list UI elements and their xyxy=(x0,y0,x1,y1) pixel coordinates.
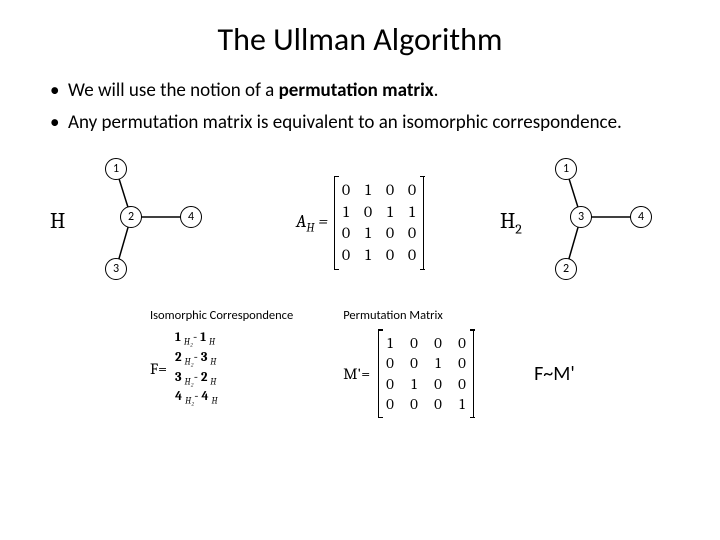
iso-line: 3 H₂- 2 H xyxy=(175,369,218,389)
graph-node: 1 xyxy=(105,158,127,180)
bullet-dot: • xyxy=(50,109,68,137)
graph-node: 3 xyxy=(105,258,127,280)
matrix-rows: 0100 1011 0100 0100 xyxy=(334,176,424,270)
figure-row: H 1 2 3 4 AH = 0100 1011 0100 0100 H2 1 xyxy=(30,158,690,288)
matrix-label: AH = xyxy=(296,211,328,235)
matrix-row: 0100 xyxy=(385,374,467,394)
iso-line: 4 H₂- 4 H xyxy=(175,388,218,408)
bullet-list: • We will use the notion of a permutatio… xyxy=(50,77,690,136)
bullet-text: We will use the notion of a permutation … xyxy=(68,77,438,105)
matrix-symbol: A xyxy=(296,211,306,232)
graph-node: 1 xyxy=(555,158,577,180)
matrix-row: 0010 xyxy=(385,353,467,373)
perm-matrix-body: 1000 0010 0100 0001 xyxy=(378,329,474,418)
matrix-body: 0100 1011 0100 0100 xyxy=(334,176,424,270)
matrix-row: 0100 xyxy=(341,223,417,245)
matrix-row: 1011 xyxy=(341,202,417,224)
slide-title: The Ullman Algorithm xyxy=(30,20,690,59)
perm-prefix: M'= xyxy=(343,365,370,383)
graph-node: 4 xyxy=(630,206,652,228)
graph-h2: H2 1 3 2 4 xyxy=(500,158,670,288)
matrix-row: 1000 xyxy=(385,333,467,353)
bullet-item: • We will use the notion of a permutatio… xyxy=(50,77,690,105)
perm-heading: Permutation Matrix xyxy=(343,308,474,323)
bullet-text-bold: permutation matrix xyxy=(279,79,434,102)
isomorphic-column: Isomorphic Correspondence F= 1 H₂- 1 H 2… xyxy=(150,308,293,408)
graph-h-label: H xyxy=(50,208,65,234)
matrix-row: 0001 xyxy=(385,394,467,414)
matrix-subscript: H xyxy=(306,221,314,235)
bullet-text-prefix: We will use the notion of a xyxy=(68,79,279,102)
matrix-row: 0100 xyxy=(341,180,417,202)
bullet-text: Any permutation matrix is equivalent to … xyxy=(68,109,622,137)
graph-node: 2 xyxy=(555,258,577,280)
matrix-row: 0100 xyxy=(341,245,417,267)
iso-prefix: F= xyxy=(150,360,167,378)
graph-node: 3 xyxy=(570,206,592,228)
equivalence-label: F~M' xyxy=(534,362,575,386)
bullet-item: • Any permutation matrix is equivalent t… xyxy=(50,109,690,137)
graph-h: H 1 2 3 4 xyxy=(50,158,220,288)
iso-heading: Isomorphic Correspondence xyxy=(150,308,293,323)
iso-line: 2 H₂- 3 H xyxy=(175,349,218,369)
permutation-column: Permutation Matrix M'= 1000 0010 0100 00… xyxy=(343,308,474,418)
lower-row: Isomorphic Correspondence F= 1 H₂- 1 H 2… xyxy=(30,308,690,418)
perm-content: M'= 1000 0010 0100 0001 xyxy=(343,329,474,418)
graph-h2-label: H2 xyxy=(500,208,522,237)
graph-node: 2 xyxy=(120,206,142,228)
iso-line: 1 H₂- 1 H xyxy=(175,329,218,349)
bullet-dot: • xyxy=(50,77,68,105)
bullet-text-suffix: . xyxy=(434,79,439,102)
iso-content: F= 1 H₂- 1 H 2 H₂- 3 H 3 H₂- 2 H 4 H₂- 4… xyxy=(150,329,293,408)
adjacency-matrix: AH = 0100 1011 0100 0100 xyxy=(296,176,424,270)
iso-map: 1 H₂- 1 H 2 H₂- 3 H 3 H₂- 2 H 4 H₂- 4 H xyxy=(175,329,218,408)
graph-node: 4 xyxy=(180,206,202,228)
matrix-rows: 1000 0010 0100 0001 xyxy=(378,329,474,418)
